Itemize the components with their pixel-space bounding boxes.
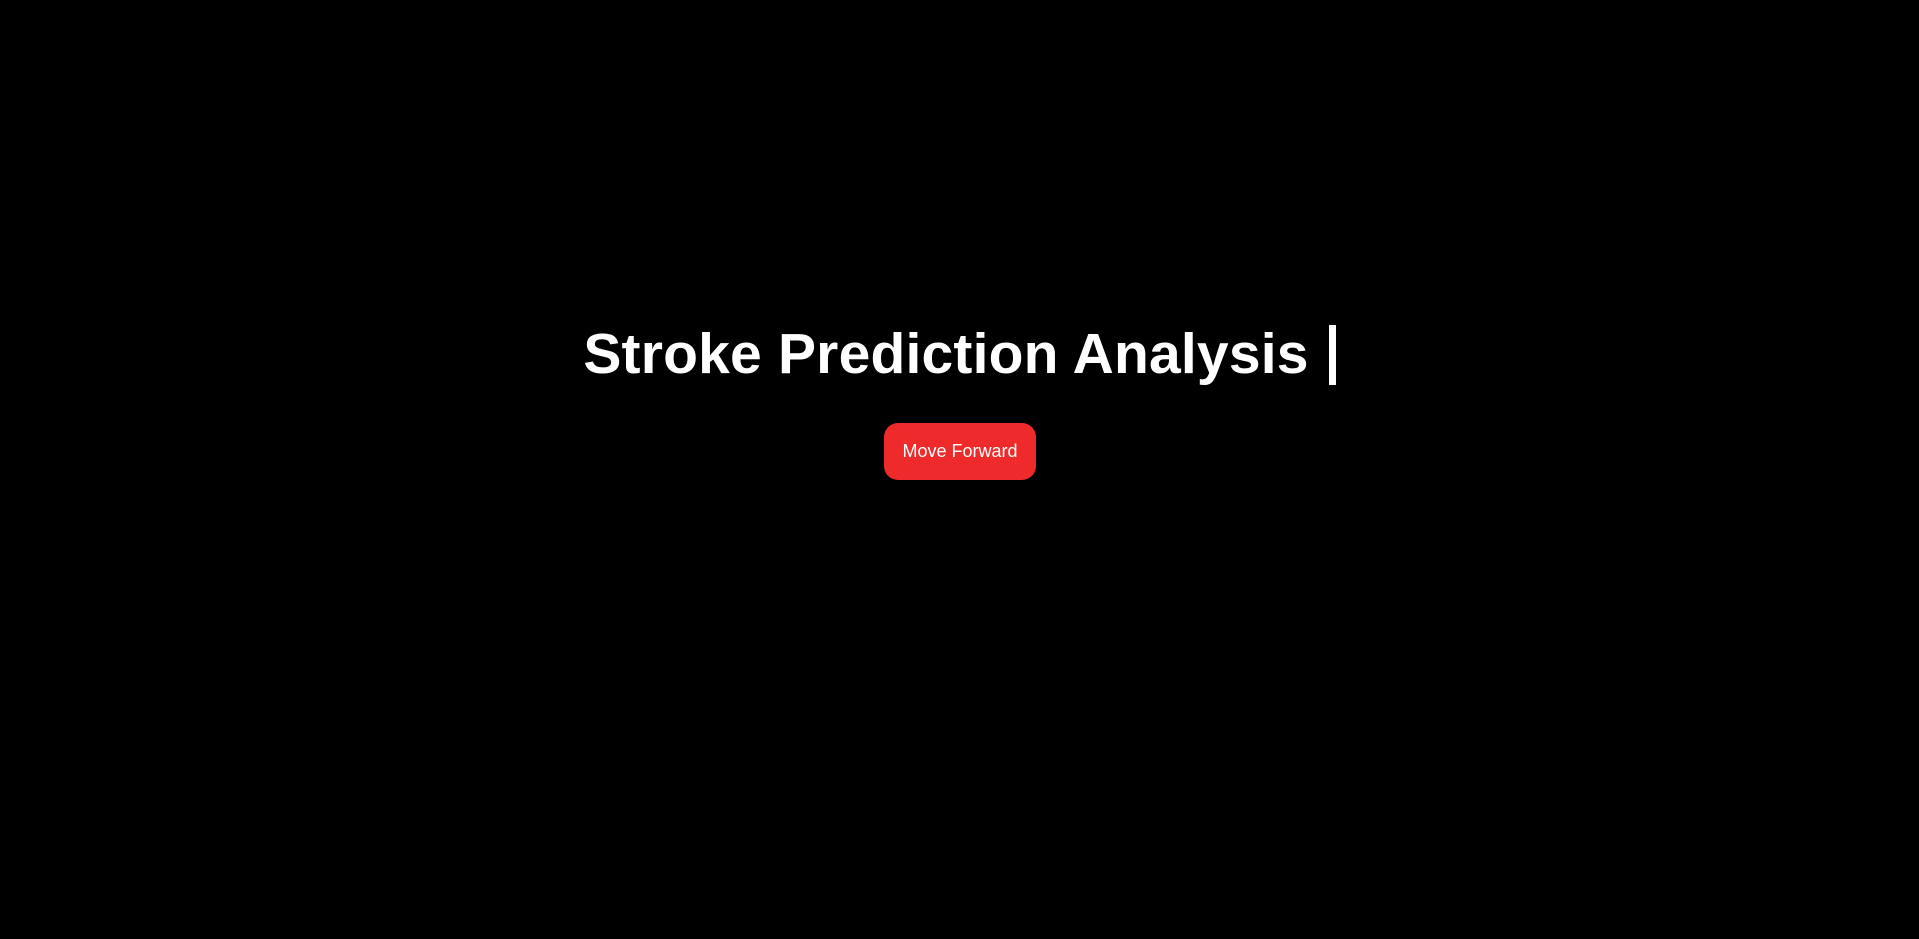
move-forward-button[interactable]: Move Forward xyxy=(884,423,1036,480)
typing-cursor xyxy=(1328,325,1336,385)
hero-title-row: Stroke Prediction Analysis xyxy=(0,322,1919,386)
page-title: Stroke Prediction Analysis xyxy=(583,322,1309,386)
